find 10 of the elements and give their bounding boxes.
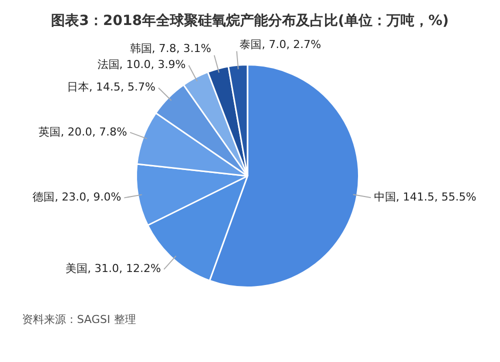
text: 资料来源：SAGSI 整理 bbox=[21, 312, 137, 327]
slice-label: 德国, 23.0, 9.0% bbox=[32, 190, 122, 204]
chart-title: 图表3：2018年全球聚硅氧烷产能分布及占比(单位：万吨，%) bbox=[50, 12, 450, 30]
slice-label: 法国, 10.0, 3.9% bbox=[97, 58, 186, 72]
slice-label: 泰国, 7.0, 2.7% bbox=[240, 38, 322, 52]
slice-label: 日本, 14.5, 5.7% bbox=[67, 80, 156, 94]
slice-label: 英国, 20.0, 7.8% bbox=[38, 125, 128, 138]
slice-label: 中国, 141.5, 55.5% bbox=[374, 190, 476, 204]
slice-label: 美国, 31.0, 12.2% bbox=[66, 262, 161, 276]
slice-label: 韩国, 7.8, 3.1% bbox=[130, 42, 212, 56]
